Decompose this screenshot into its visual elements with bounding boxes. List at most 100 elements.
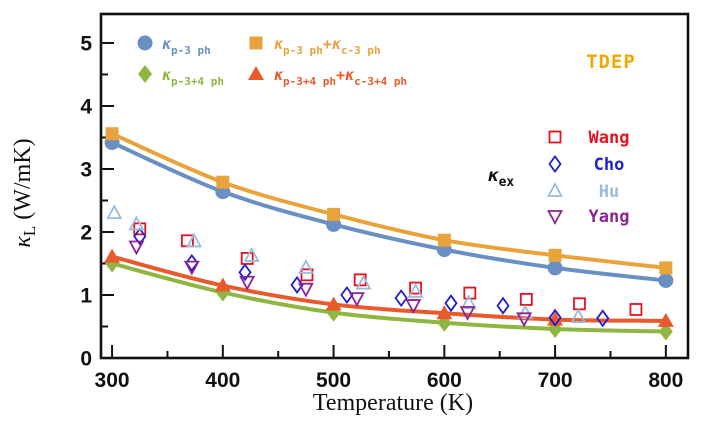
series-line [110, 131, 668, 270]
open-triangle-down-marker [128, 240, 145, 256]
data-point [548, 248, 562, 262]
experimental-point [297, 259, 314, 274]
subscript-text: ex [499, 175, 515, 190]
experimental-point [407, 282, 424, 298]
square-marker [327, 207, 341, 221]
series-line [110, 140, 668, 283]
x-tick-label: 700 [538, 369, 573, 392]
x-tick-label: 800 [648, 369, 683, 392]
open-triangle-up-marker [186, 232, 203, 248]
experimental-point [297, 282, 314, 298]
axes: 300 400 500 600 700 800 0 1 2 3 4 5 [80, 32, 683, 392]
subscript-text: p-3+4 ph [171, 75, 224, 88]
open-triangle-up-marker [570, 308, 587, 323]
label-text: + [336, 66, 345, 84]
data-point [547, 311, 564, 326]
series-group [104, 127, 674, 341]
experimental-group-label: κex [488, 165, 515, 190]
open-diamond-marker [133, 227, 147, 246]
circle-marker [658, 273, 674, 289]
triangle-up-marker [104, 248, 121, 263]
open-square-marker [629, 303, 643, 316]
legend-marker [137, 35, 153, 51]
open-triangle-down-marker [459, 306, 476, 321]
diamond-marker [138, 65, 152, 83]
legend-marker [248, 66, 264, 80]
experimental-point [183, 260, 200, 276]
open-triangle-up-marker [243, 247, 260, 262]
experimental-series [133, 227, 610, 328]
data-point [214, 277, 231, 292]
experimental-point [459, 306, 476, 321]
legend-marker [249, 36, 263, 50]
open-diamond-marker [548, 154, 562, 174]
y-tick-label: 2 [80, 221, 92, 244]
series-markers [105, 127, 673, 275]
experimental-point [240, 252, 254, 265]
experimental-series [106, 204, 587, 323]
data-point [547, 260, 563, 276]
square-marker [216, 175, 230, 189]
data-point [327, 207, 341, 221]
data-point [658, 273, 674, 289]
series-line [110, 261, 668, 334]
open-diamond-marker [496, 296, 510, 315]
experimental-point [570, 308, 587, 323]
triangle-up-marker [436, 305, 453, 320]
experimental-point [496, 296, 510, 315]
open-triangle-down-marker [546, 210, 564, 225]
square-marker [548, 248, 562, 262]
subscript-text: c-3+4 ph [354, 75, 407, 88]
data-point [437, 233, 451, 247]
exp-legend-marker [548, 154, 562, 174]
experimental-point [409, 281, 422, 295]
label-text: κ [488, 165, 500, 186]
y-tick-label: 1 [80, 284, 92, 307]
exp-legend-label: Cho [594, 155, 625, 175]
label-text: κ [274, 66, 284, 84]
open-triangle-down-marker [183, 260, 200, 276]
subscript-text: L [20, 226, 39, 236]
experimental-point [300, 268, 314, 282]
circle-marker [547, 260, 563, 276]
legend-label: κp-3+4 ph+κc-3+4 ph [274, 66, 407, 88]
y-tick-label: 0 [80, 348, 92, 371]
data-point [325, 296, 342, 311]
x-tick-label: 300 [95, 369, 130, 392]
experimental-point [290, 275, 304, 294]
experimental-point [517, 304, 534, 320]
open-triangle-up-marker [407, 282, 424, 298]
experimental-point [133, 227, 147, 246]
subscript-text: p-3 ph [171, 44, 211, 57]
legend-label: κp-3 ph+κc-3 ph [274, 35, 381, 57]
data-point [216, 175, 230, 189]
legend-marker [138, 65, 152, 83]
x-tick-label: 500 [316, 369, 351, 392]
experimental-point [629, 303, 643, 316]
label-text: (W/mK) [10, 138, 36, 225]
exp-legend-label: Hu [599, 182, 619, 202]
open-square-marker [548, 130, 562, 144]
open-diamond-marker [596, 309, 610, 328]
experimental-point [573, 297, 586, 311]
exp-legend-marker [546, 210, 564, 225]
label-text: κ [332, 35, 342, 53]
experimental-point [238, 263, 252, 282]
series-markers [104, 248, 674, 327]
legend-label: κp-3 ph [162, 35, 211, 57]
tdep-annotation: TDEP [586, 51, 636, 73]
experimental-point [548, 308, 562, 327]
data-point [657, 312, 674, 327]
plot-frame [99, 12, 690, 360]
label-text: κ [345, 66, 355, 84]
experimental-point [596, 309, 610, 328]
experimental-point [444, 294, 458, 313]
open-triangle-up-marker [128, 215, 145, 231]
experimental-group [106, 204, 643, 328]
experimental-point [460, 294, 477, 310]
open-triangle-up-marker [546, 182, 564, 197]
experimental-point [239, 275, 256, 291]
open-diamond-marker [444, 294, 458, 313]
subscript-text: p-3 ph [283, 44, 323, 57]
